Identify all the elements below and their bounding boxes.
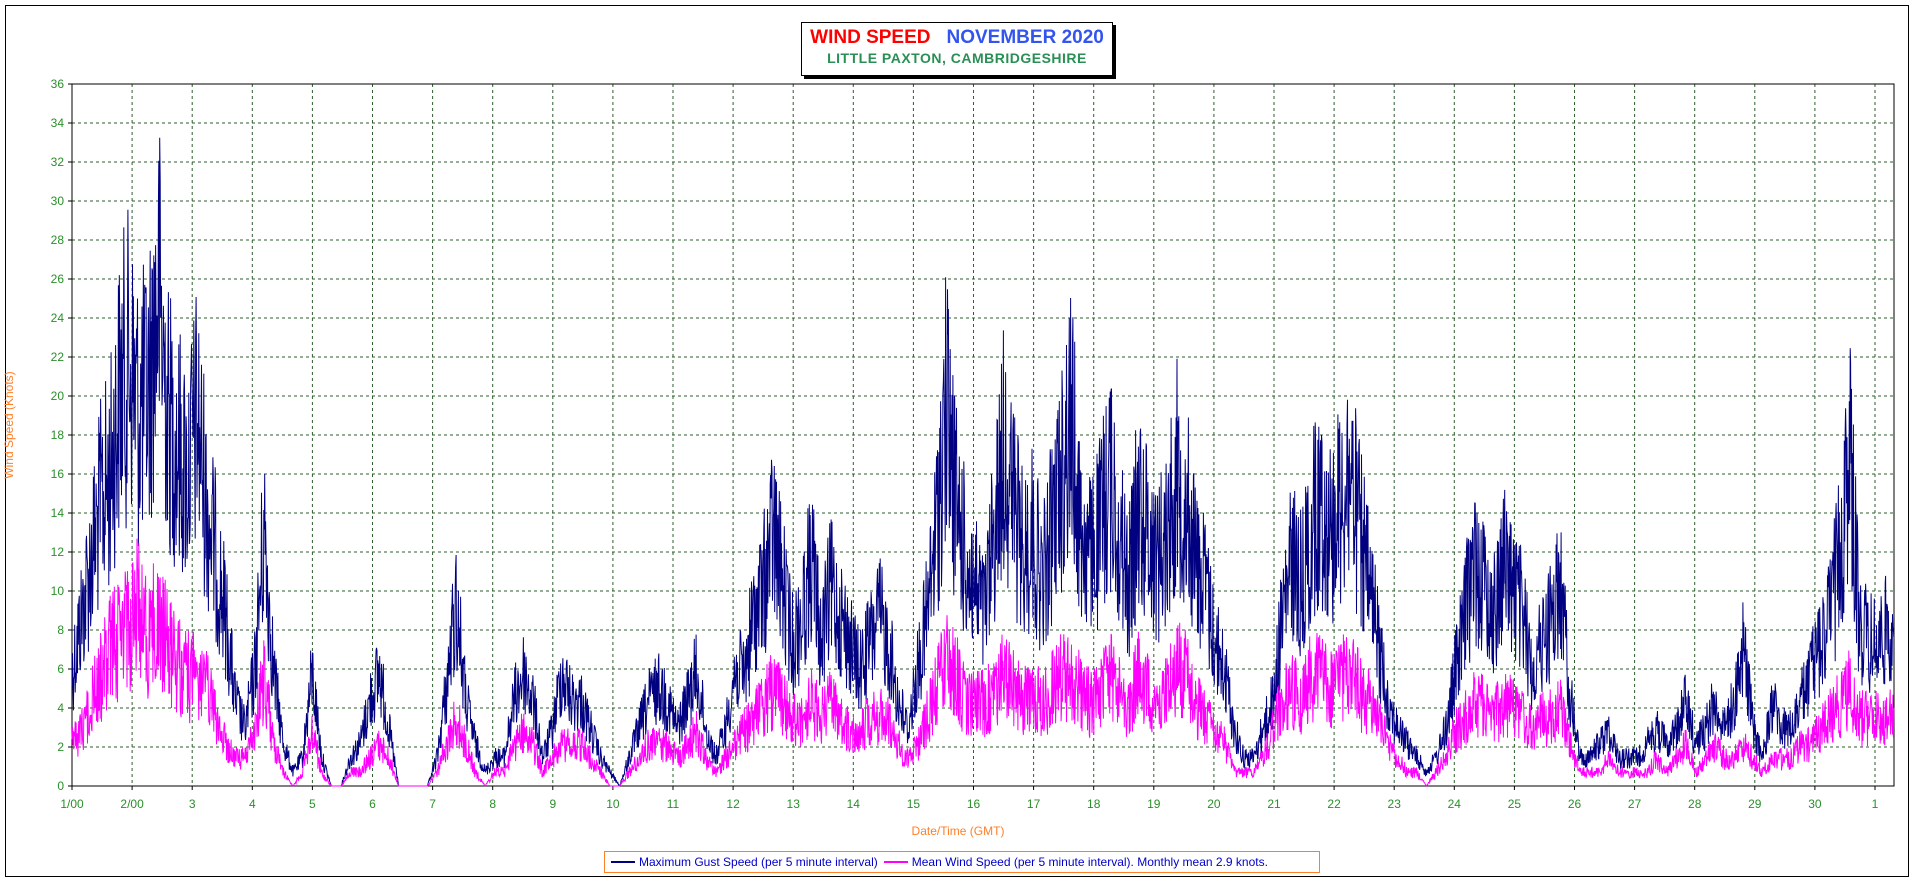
x-tick-label: 17	[1027, 797, 1041, 811]
x-tick-label: 4	[249, 797, 256, 811]
y-tick-label: 8	[57, 623, 64, 637]
legend-label-gust: Maximum Gust Speed (per 5 minute interva…	[639, 855, 878, 869]
x-tick-label: 11	[667, 797, 680, 811]
y-tick-label: 28	[51, 233, 65, 247]
y-tick-label: 32	[51, 155, 65, 169]
x-tick-label: 28	[1688, 797, 1702, 811]
y-tick-label: 14	[51, 506, 65, 520]
x-axis-label: Date/Time (GMT)	[911, 824, 1005, 838]
x-tick-label: 8	[489, 797, 496, 811]
y-tick-label: 6	[57, 662, 64, 676]
x-tick-label: 6	[369, 797, 376, 811]
x-tick-label: 1	[1872, 797, 1879, 811]
series-line-mean-wind	[71, 538, 1895, 788]
y-tick-label: 22	[51, 350, 65, 364]
x-tick-label: 22	[1327, 797, 1341, 811]
legend-swatch-gust	[611, 861, 635, 863]
y-tick-label: 4	[57, 701, 64, 715]
y-tick-label: 26	[51, 272, 65, 286]
plot-border	[71, 83, 1895, 787]
y-tick-label: 12	[51, 545, 65, 559]
x-tick-label: 30	[1808, 797, 1822, 811]
x-tick-label: 27	[1628, 797, 1642, 811]
x-tick-label: 18	[1087, 797, 1101, 811]
x-tick-label: 26	[1568, 797, 1582, 811]
legend-label-mean: Mean Wind Speed (per 5 minute interval).…	[911, 855, 1268, 869]
title-period: NOVEMBER 2020	[946, 27, 1104, 48]
x-tick-label: 20	[1207, 797, 1221, 811]
x-tick-label: 2/00	[120, 797, 144, 811]
x-tick-label: 10	[606, 797, 620, 811]
x-tick-label: 16	[967, 797, 981, 811]
y-tick-label: 34	[51, 116, 65, 130]
x-tick-label: 13	[787, 797, 801, 811]
y-tick-label: 24	[51, 311, 65, 325]
x-tick-label: 19	[1147, 797, 1161, 811]
legend-swatch-mean	[883, 861, 908, 863]
x-tick-label: 23	[1388, 797, 1402, 811]
x-tick-label: 1/00	[60, 797, 84, 811]
x-tick-label: 21	[1267, 797, 1281, 811]
x-tick-label: 25	[1508, 797, 1522, 811]
x-tick-label: 29	[1748, 797, 1762, 811]
x-tick-label: 14	[847, 797, 861, 811]
x-tick-label: 12	[726, 797, 740, 811]
x-tick-label: 15	[907, 797, 921, 811]
x-tick-label: 9	[549, 797, 556, 811]
y-tick-label: 18	[51, 428, 65, 442]
series-line-max-gust	[71, 137, 1895, 787]
x-tick-label: 3	[189, 797, 196, 811]
x-tick-label: 7	[429, 797, 436, 811]
y-tick-label: 16	[51, 467, 65, 481]
x-tick-label: 5	[309, 797, 316, 811]
y-tick-label: 2	[57, 740, 64, 754]
legend: Maximum Gust Speed (per 5 minute interva…	[604, 851, 1320, 873]
y-tick-label: 36	[51, 77, 65, 91]
legend-item-mean: Mean Wind Speed (per 5 minute interval).…	[883, 855, 1268, 869]
y-tick-label: 10	[51, 584, 65, 598]
y-tick-label: 0	[57, 779, 64, 793]
title-main: WIND SPEED	[810, 27, 931, 48]
legend-item-gust: Maximum Gust Speed (per 5 minute interva…	[611, 855, 878, 869]
y-axis-label: Wind Speed (Knots)	[2, 371, 16, 479]
y-tick-label: 20	[51, 389, 65, 403]
y-tick-label: 30	[51, 194, 65, 208]
chart-title-box: WIND SPEED NOVEMBER 2020 LITTLE PAXTON, C…	[801, 22, 1113, 76]
chart-title: WIND SPEED NOVEMBER 2020	[802, 27, 1112, 49]
chart-subtitle: LITTLE PAXTON, CAMBRIDGESHIRE	[827, 50, 1087, 66]
x-tick-label: 24	[1448, 797, 1462, 811]
